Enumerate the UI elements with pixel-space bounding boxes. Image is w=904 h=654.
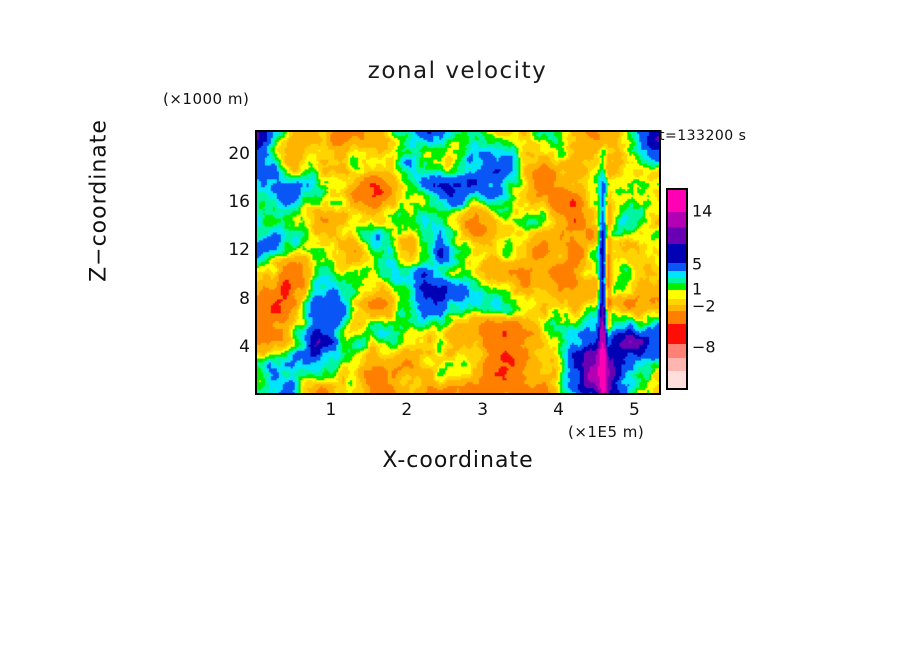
x-tick-label: 3 xyxy=(477,400,489,420)
y-tick-label: 4 xyxy=(239,336,250,357)
colorbar-band xyxy=(668,227,686,244)
x-tick-label: 2 xyxy=(401,400,413,420)
x-tick-label: 1 xyxy=(325,400,337,420)
colorbar-band xyxy=(668,357,686,372)
colorbar-band xyxy=(668,311,686,325)
colorbar[interactable] xyxy=(666,188,688,390)
colorbar-tick-label: 5 xyxy=(692,254,703,274)
page-title: zonal velocity xyxy=(367,58,548,84)
colorbar-band xyxy=(668,243,686,263)
colorbar-tick-label: 14 xyxy=(692,201,713,221)
contour-plot-area[interactable] xyxy=(255,130,661,395)
y-tick-label: 16 xyxy=(228,192,250,213)
y-axis-title: Z−coordinate xyxy=(86,119,112,282)
y-tick-label: 8 xyxy=(239,288,250,309)
colorbar-tick-label: −8 xyxy=(692,337,716,357)
x-axis-unit-label: (×1E5 m) xyxy=(568,423,645,441)
colorbar-band xyxy=(668,277,686,284)
contour-field xyxy=(257,132,659,393)
colorbar-band xyxy=(668,211,686,228)
x-axis-title: X-coordinate xyxy=(382,448,534,473)
colorbar-band xyxy=(668,289,686,299)
colorbar-tick-labels: 14 5 1 −2 −8 xyxy=(692,188,752,390)
y-axis-unit-label: (×1000 m) xyxy=(163,90,250,108)
y-axis-ticks: 20 16 12 8 4 xyxy=(208,130,250,395)
colorbar-band xyxy=(668,190,686,212)
colorbar-band xyxy=(668,283,686,290)
colorbar-band xyxy=(668,304,686,312)
x-tick-label: 4 xyxy=(553,400,564,420)
colorbar-band xyxy=(668,324,686,344)
time-annotation: t=133200 s xyxy=(659,128,747,144)
colorbar-tick-label: 1 xyxy=(692,279,703,299)
x-tick-label: 5 xyxy=(629,400,640,420)
y-tick-label: 20 xyxy=(228,144,250,165)
colorbar-band xyxy=(668,271,686,278)
colorbar-band xyxy=(668,343,686,358)
colorbar-tick-label: −2 xyxy=(692,296,716,316)
colorbar-band xyxy=(668,298,686,305)
colorbar-band xyxy=(668,371,686,388)
x-axis-ticks: 1 2 3 4 5 xyxy=(255,400,661,424)
y-tick-label: 12 xyxy=(228,240,250,261)
colorbar-band xyxy=(668,262,686,272)
